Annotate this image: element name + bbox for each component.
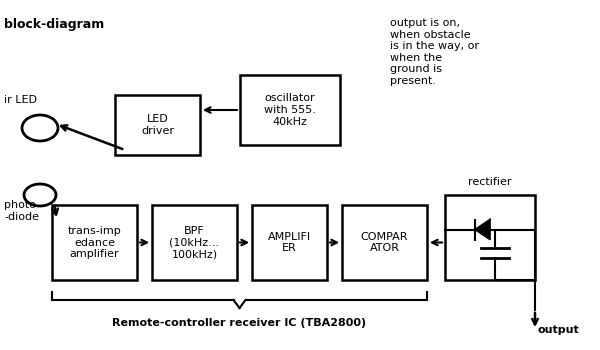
Text: block-diagram: block-diagram [4,18,104,31]
Bar [252,205,327,280]
Text: LED
driver: LED driver [141,114,174,136]
Ellipse shape [24,184,56,206]
Text: oscillator
with 555.
40kHz: oscillator with 555. 40kHz [264,93,316,127]
Text: output is on,
when obstacle
is in the way, or
when the
ground is
present.: output is on, when obstacle is in the wa… [390,18,479,86]
Bar [52,205,137,280]
Text: COMPAR
ATOR: COMPAR ATOR [361,232,408,253]
Text: BPF
(10kHz...
100kHz): BPF (10kHz... 100kHz) [170,226,220,259]
Text: output: output [537,325,579,335]
Ellipse shape [22,115,58,141]
Text: rectifier: rectifier [468,177,512,187]
Text: Remote-controller receiver IC (TBA2800): Remote-controller receiver IC (TBA2800) [112,318,367,328]
Bar [240,75,340,145]
Bar [152,205,237,280]
Text: ir LED: ir LED [4,95,37,105]
Polygon shape [475,219,490,239]
Bar [115,95,200,155]
Bar [445,195,535,280]
Text: photo
-diode: photo -diode [4,200,39,222]
Text: trans-imp
edance
amplifier: trans-imp edance amplifier [68,226,121,259]
Text: AMPLIFI
ER: AMPLIFI ER [268,232,311,253]
Bar [342,205,427,280]
